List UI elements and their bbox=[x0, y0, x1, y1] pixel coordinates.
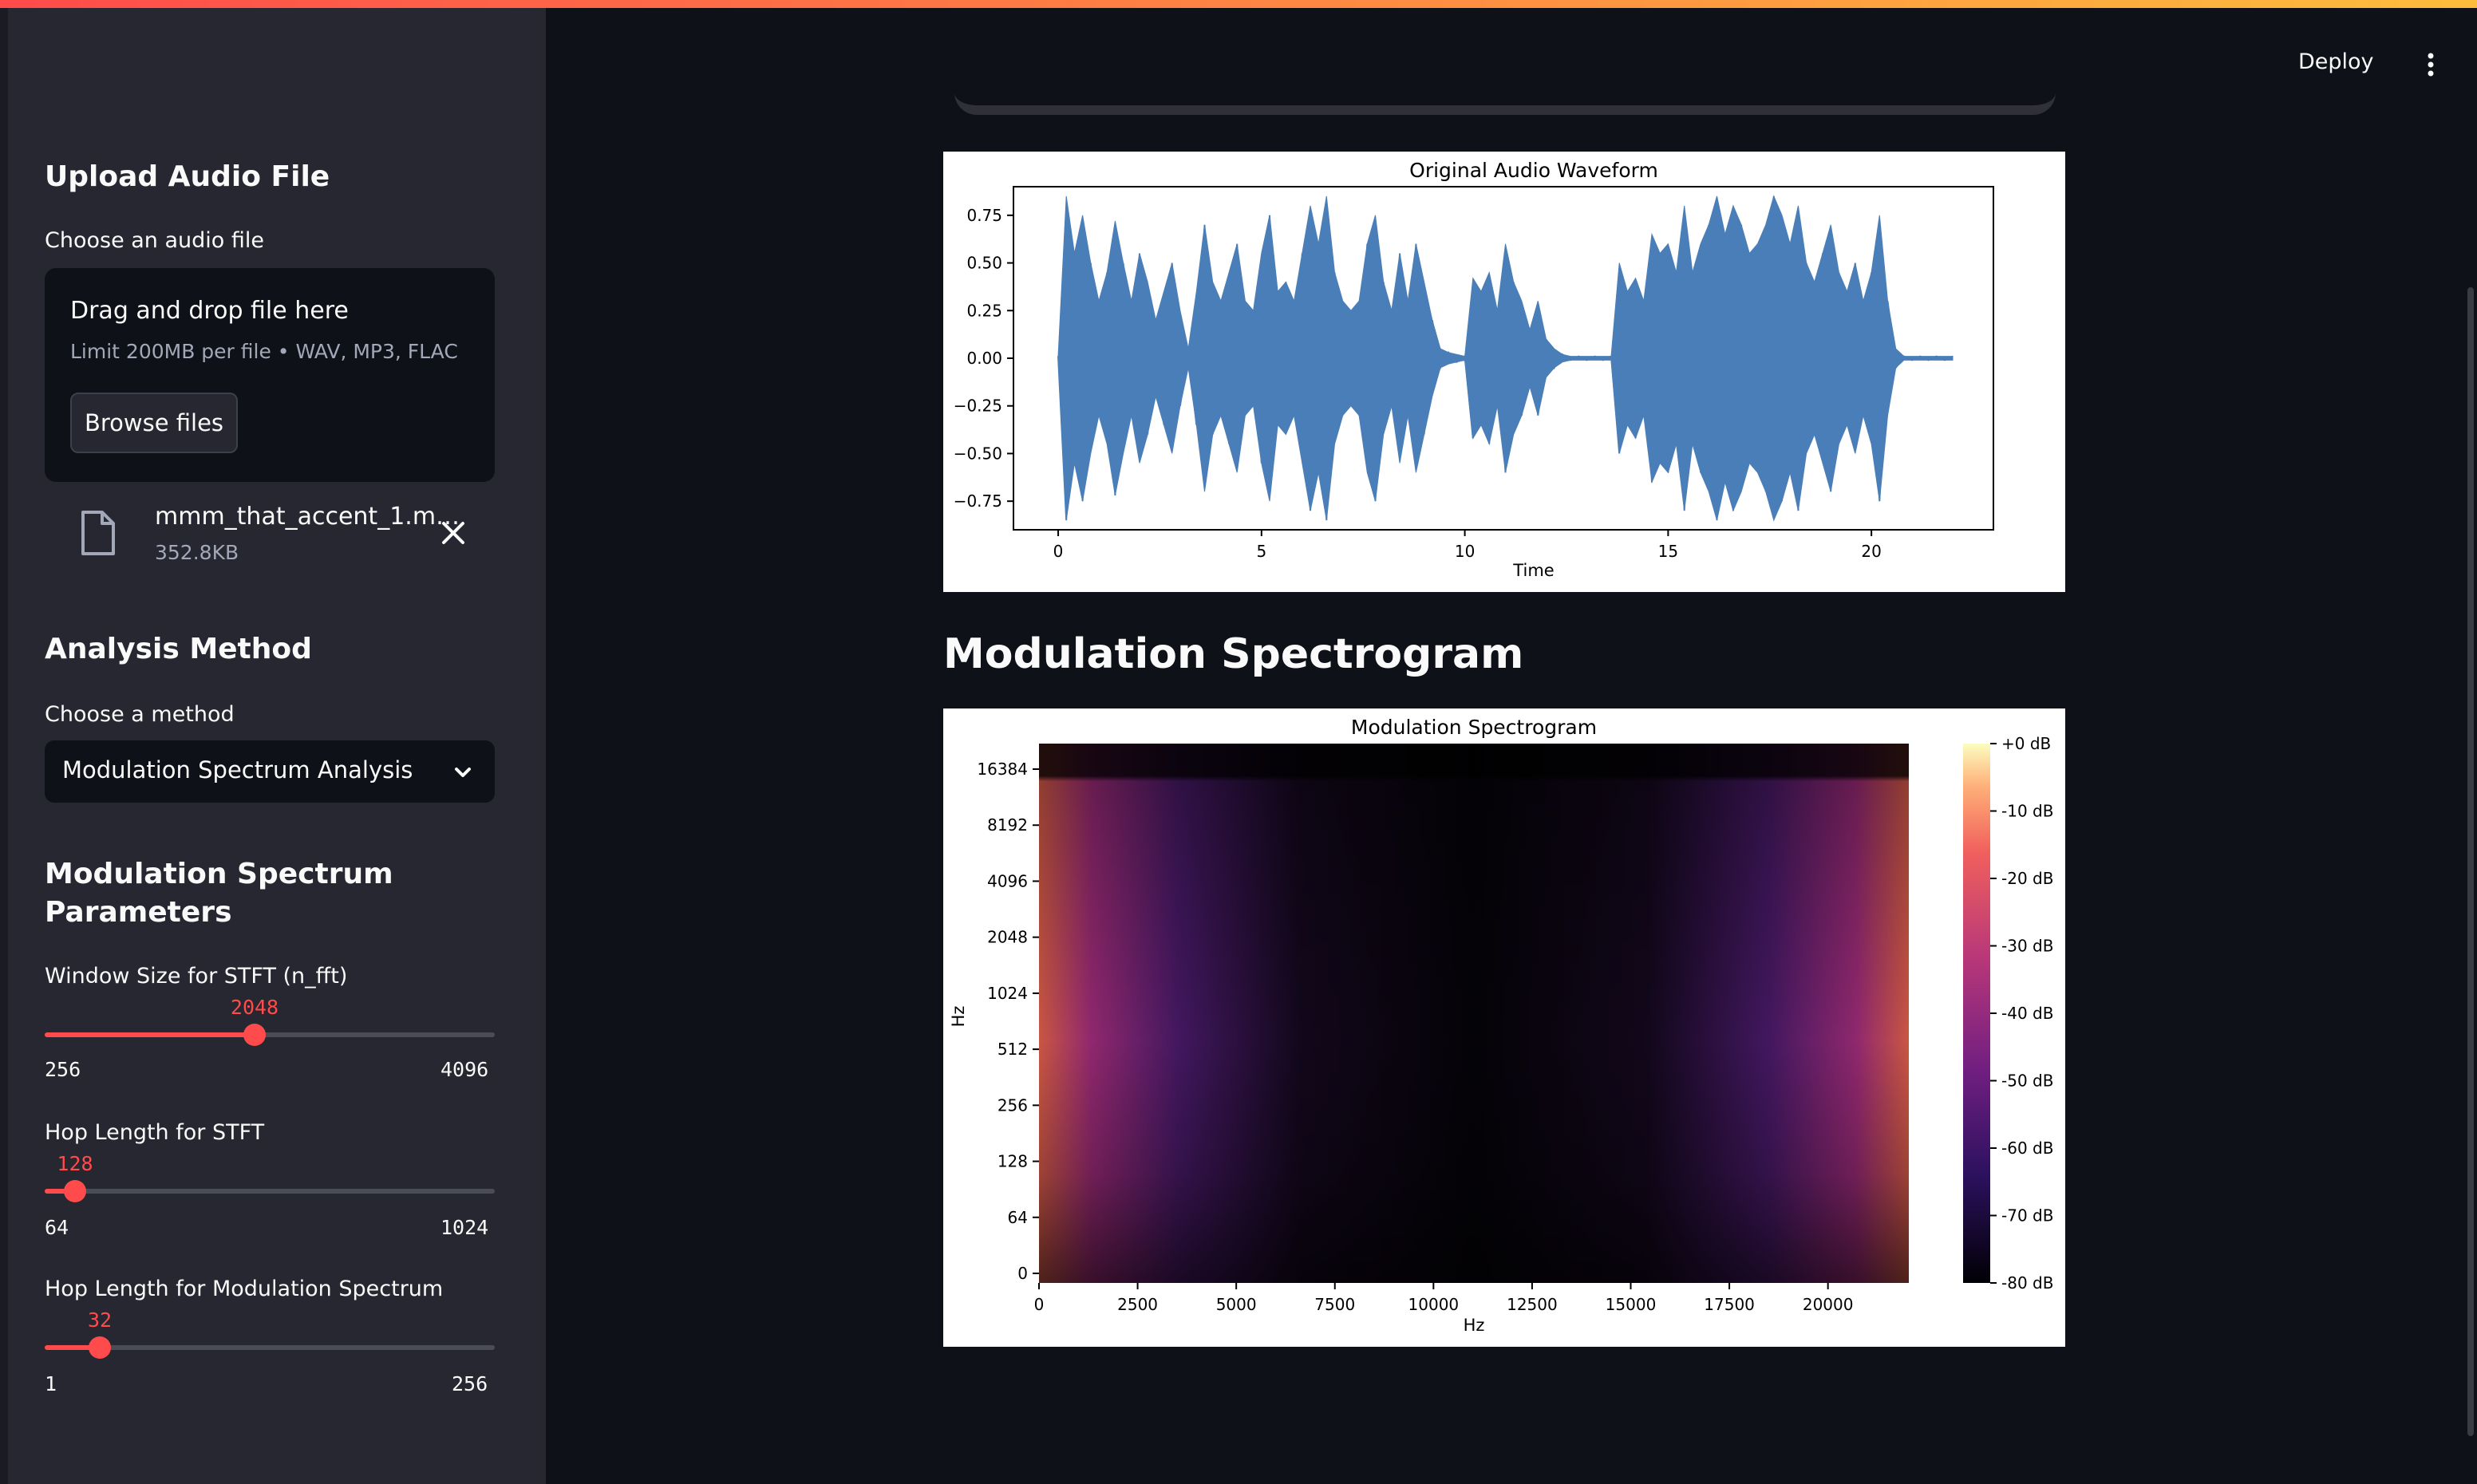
dropzone-title: Drag and drop file here bbox=[70, 297, 349, 325]
slider-min-mod-hop: 1 bbox=[45, 1372, 57, 1395]
x-tick-label: 10 bbox=[1455, 542, 1475, 561]
slider-thumb[interactable] bbox=[64, 1180, 86, 1202]
slider-fill bbox=[45, 1345, 100, 1350]
slider-min-hop: 64 bbox=[45, 1216, 69, 1239]
colorbar-tick-label: -30 dB bbox=[2001, 937, 2053, 956]
slider-thumb[interactable] bbox=[89, 1336, 111, 1359]
y-tick-label: 256 bbox=[998, 1095, 1028, 1115]
slider-min-nfft: 256 bbox=[45, 1058, 81, 1081]
sidebar-edge bbox=[0, 8, 8, 1484]
slider-label-mod-hop: Hop Length for Modulation Spectrum bbox=[45, 1277, 444, 1301]
slider-label-nfft: Window Size for STFT (n_fft) bbox=[45, 964, 348, 989]
dropzone-limit-text: Limit 200MB per file • WAV, MP3, FLAC bbox=[70, 340, 458, 363]
x-tick-label: 7500 bbox=[1314, 1295, 1355, 1314]
chevron-down-icon bbox=[455, 768, 471, 777]
upload-heading: Upload Audio File bbox=[45, 160, 330, 193]
y-tick-label: 0.75 bbox=[966, 206, 1002, 225]
slider-max-mod-hop: 256 bbox=[452, 1372, 488, 1395]
x-axis-label: Hz bbox=[1464, 1316, 1485, 1335]
waveform-figure: Original Audio Waveform 0 5 10 15 20 0.75 0.5… bbox=[943, 152, 2065, 592]
colorbar-tick-label: -10 dB bbox=[2001, 802, 2053, 821]
y-tick-label: 0.25 bbox=[966, 301, 1002, 320]
y-tick-label: 8192 bbox=[987, 815, 1028, 835]
spectrogram-chart: Modulation Spectrogram 0 2500 5000 7500 1000… bbox=[949, 716, 2053, 1335]
x-tick-label: 17500 bbox=[1704, 1295, 1755, 1314]
slider-mod-hop[interactable] bbox=[45, 1336, 495, 1359]
slider-max-hop: 1024 bbox=[440, 1216, 489, 1239]
browse-files-button[interactable]: Browse files bbox=[70, 393, 238, 453]
chart-title: Modulation Spectrogram bbox=[1351, 716, 1597, 739]
slider-hop[interactable] bbox=[45, 1180, 495, 1202]
uploaded-file-size: 352.8KB bbox=[155, 541, 239, 564]
chart-title: Original Audio Waveform bbox=[1409, 159, 1658, 182]
params-heading-line2: Parameters bbox=[45, 896, 232, 929]
main-menu-icon[interactable] bbox=[2426, 53, 2436, 77]
waveform-series bbox=[1057, 195, 1954, 521]
method-select[interactable]: Modulation Spectrum Analysis bbox=[45, 740, 495, 803]
params-heading-line1: Modulation Spectrum bbox=[45, 858, 393, 890]
y-tick-label: 0.50 bbox=[966, 254, 1002, 273]
spectrogram-shading bbox=[1039, 744, 1909, 1283]
y-tick-label: 2048 bbox=[987, 928, 1028, 947]
waveform-envelope bbox=[1057, 195, 1954, 522]
colorbar-tick-label: -70 dB bbox=[2001, 1206, 2053, 1225]
y-tick-label: −0.50 bbox=[954, 444, 1002, 463]
slider-nfft[interactable] bbox=[45, 1024, 495, 1046]
y-axis-label: Hz bbox=[949, 1006, 968, 1028]
file-icon bbox=[81, 511, 115, 555]
x-tick-label: 5 bbox=[1256, 542, 1266, 561]
x-tick-label: 2500 bbox=[1117, 1295, 1158, 1314]
x-tick-label: 0 bbox=[1034, 1295, 1045, 1314]
waveform-chart: Original Audio Waveform 0 5 10 15 20 0.75 0.5… bbox=[954, 159, 1994, 580]
analysis-method-heading: Analysis Method bbox=[45, 633, 312, 665]
slider-value-mod-hop: 32 bbox=[87, 1308, 113, 1332]
y-tick-label: 0 bbox=[1017, 1264, 1028, 1283]
slider-fill bbox=[45, 1189, 75, 1194]
colorbar-tick-label: -50 dB bbox=[2001, 1072, 2053, 1091]
x-tick-label: 20 bbox=[1861, 542, 1881, 561]
page-scrollbar[interactable] bbox=[2467, 287, 2474, 1436]
x-axis-label: Time bbox=[1512, 561, 1554, 580]
remove-file-icon[interactable] bbox=[439, 519, 468, 547]
y-tick-label: 64 bbox=[1008, 1208, 1028, 1227]
colorbar-tick-label: -20 dB bbox=[2001, 869, 2053, 888]
slider-label-hop: Hop Length for STFT bbox=[45, 1120, 265, 1145]
colorbar-tick-label: +0 dB bbox=[2001, 734, 2051, 753]
top-accent-bar bbox=[0, 0, 2477, 8]
x-tick-label: 12500 bbox=[1507, 1295, 1558, 1314]
y-tick-label: 1024 bbox=[987, 984, 1028, 1003]
x-tick-label: 5000 bbox=[1216, 1295, 1257, 1314]
y-tick-label: 128 bbox=[998, 1152, 1028, 1171]
colorbar-tick-label: -80 dB bbox=[2001, 1273, 2053, 1293]
method-select-label: Choose a method bbox=[45, 702, 235, 727]
file-dropzone[interactable]: Drag and drop file here Limit 200MB per … bbox=[45, 268, 495, 482]
colorbar bbox=[1963, 744, 1990, 1283]
y-tick-label: 16384 bbox=[977, 760, 1028, 779]
slider-fill bbox=[45, 1032, 255, 1037]
y-tick-label: −0.25 bbox=[954, 397, 1002, 416]
x-tick-label: 20000 bbox=[1803, 1295, 1854, 1314]
previous-element-edge bbox=[954, 93, 2056, 115]
y-tick-label: 4096 bbox=[987, 871, 1028, 890]
file-uploader-label: Choose an audio file bbox=[45, 228, 265, 253]
method-select-value: Modulation Spectrum Analysis bbox=[62, 756, 413, 783]
y-tick-label: 512 bbox=[998, 1040, 1028, 1059]
uploaded-file-name: mmm_that_accent_1.m… bbox=[155, 503, 460, 531]
slider-value-hop: 128 bbox=[57, 1152, 93, 1175]
slider-thumb[interactable] bbox=[243, 1024, 266, 1046]
colorbar-tick-label: -60 dB bbox=[2001, 1139, 2053, 1158]
slider-value-nfft: 2048 bbox=[230, 996, 279, 1019]
x-tick-label: 15 bbox=[1658, 542, 1678, 561]
section-title: Modulation Spectrogram bbox=[943, 630, 1524, 678]
y-tick-label: 0.00 bbox=[966, 349, 1002, 368]
colorbar-tick-label: -40 dB bbox=[2001, 1004, 2053, 1023]
x-tick-label: 0 bbox=[1053, 542, 1064, 561]
spectrogram-figure: Modulation Spectrogram 0 2500 5000 7500 1000… bbox=[943, 708, 2065, 1347]
deploy-button[interactable]: Deploy bbox=[2298, 49, 2374, 74]
slider-max-nfft: 4096 bbox=[440, 1058, 489, 1081]
x-tick-label: 15000 bbox=[1606, 1295, 1657, 1314]
x-tick-label: 10000 bbox=[1408, 1295, 1460, 1314]
y-tick-label: −0.75 bbox=[954, 491, 1002, 511]
